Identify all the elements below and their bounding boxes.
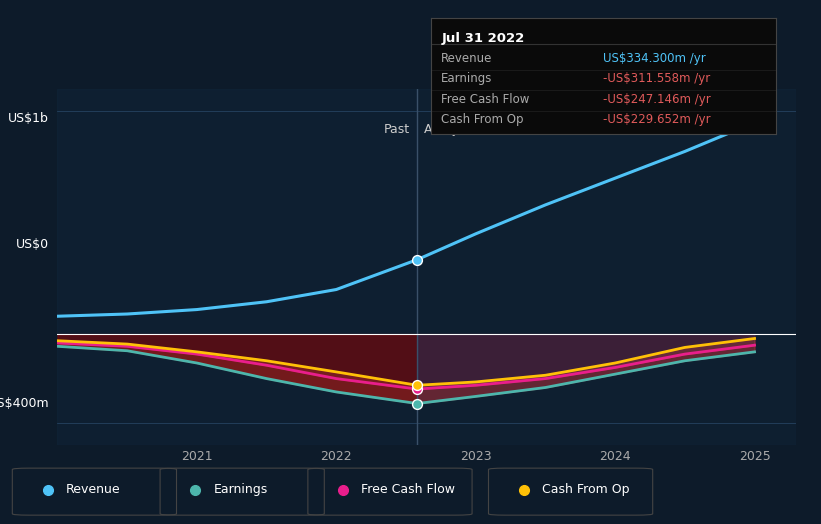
Text: Revenue: Revenue [66, 484, 121, 496]
Text: -US$229.652m /yr: -US$229.652m /yr [603, 113, 711, 126]
Text: Cash From Op: Cash From Op [442, 113, 524, 126]
Point [410, 399, 424, 408]
Text: Revenue: Revenue [442, 52, 493, 65]
Text: -US$311.558m /yr: -US$311.558m /yr [603, 72, 711, 85]
Point [410, 385, 424, 393]
Text: US$1b: US$1b [8, 112, 49, 125]
Text: Earnings: Earnings [213, 484, 268, 496]
Text: Free Cash Flow: Free Cash Flow [361, 484, 455, 496]
Text: Earnings: Earnings [442, 72, 493, 85]
Point [410, 381, 424, 389]
Text: US$334.300m /yr: US$334.300m /yr [603, 52, 706, 65]
Text: Cash From Op: Cash From Op [542, 484, 630, 496]
Bar [417, 89, 796, 445]
Point [410, 256, 424, 264]
Text: -US$247.146m /yr: -US$247.146m /yr [603, 93, 711, 105]
Text: Analysts Forecasts: Analysts Forecasts [424, 123, 540, 136]
Text: Past: Past [384, 123, 410, 136]
Text: Free Cash Flow: Free Cash Flow [442, 93, 530, 105]
Text: US$0: US$0 [16, 237, 49, 250]
Text: Jul 31 2022: Jul 31 2022 [442, 32, 525, 45]
Bar [57, 89, 417, 445]
Text: -US$400m: -US$400m [0, 397, 49, 410]
